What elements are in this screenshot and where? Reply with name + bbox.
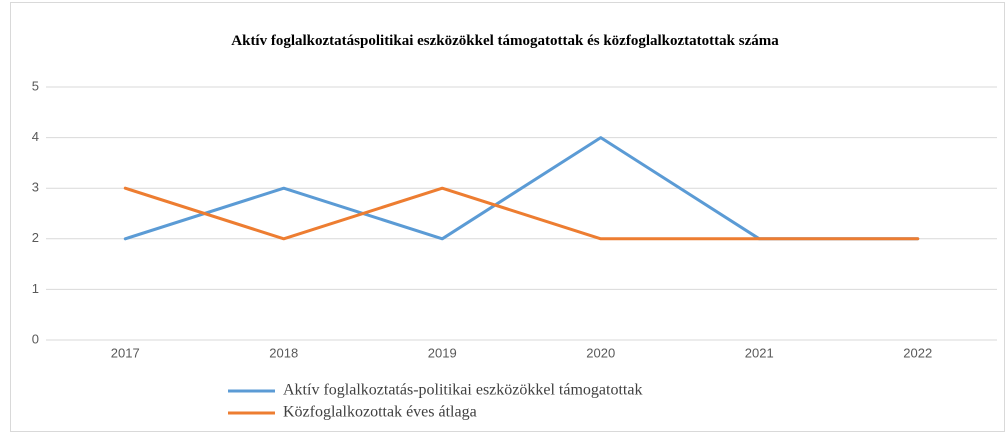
y-tick-label: 1 (32, 281, 39, 296)
legend-label: Aktív foglalkoztatás-politikai eszközökk… (283, 382, 642, 399)
x-tick-label: 2017 (111, 345, 140, 360)
y-tick-label: 4 (32, 129, 39, 144)
legend-label: Közfoglalkozottak éves átlaga (283, 404, 477, 421)
x-tick-label: 2019 (428, 345, 457, 360)
y-tick-label: 2 (32, 230, 39, 245)
page: {"chart_data": {"type": "line", "title":… (10, 2, 1005, 432)
x-tick-label: 2018 (269, 345, 298, 360)
chart-title: Aktív foglalkoztatáspolitikai eszközökke… (231, 33, 779, 49)
y-tick-label: 5 (32, 78, 39, 93)
series-line (123, 186, 920, 241)
y-tick-label: 0 (32, 331, 39, 346)
x-tick-label: 2020 (586, 345, 615, 360)
x-tick-label: 2022 (903, 345, 932, 360)
x-tick-label: 2021 (745, 345, 774, 360)
chart: 0 1 2 3 4 5 2017 2018 2019 2020 2021 2022 Aktív fogl… (32, 78, 997, 421)
y-tick-label: 3 (32, 180, 39, 195)
